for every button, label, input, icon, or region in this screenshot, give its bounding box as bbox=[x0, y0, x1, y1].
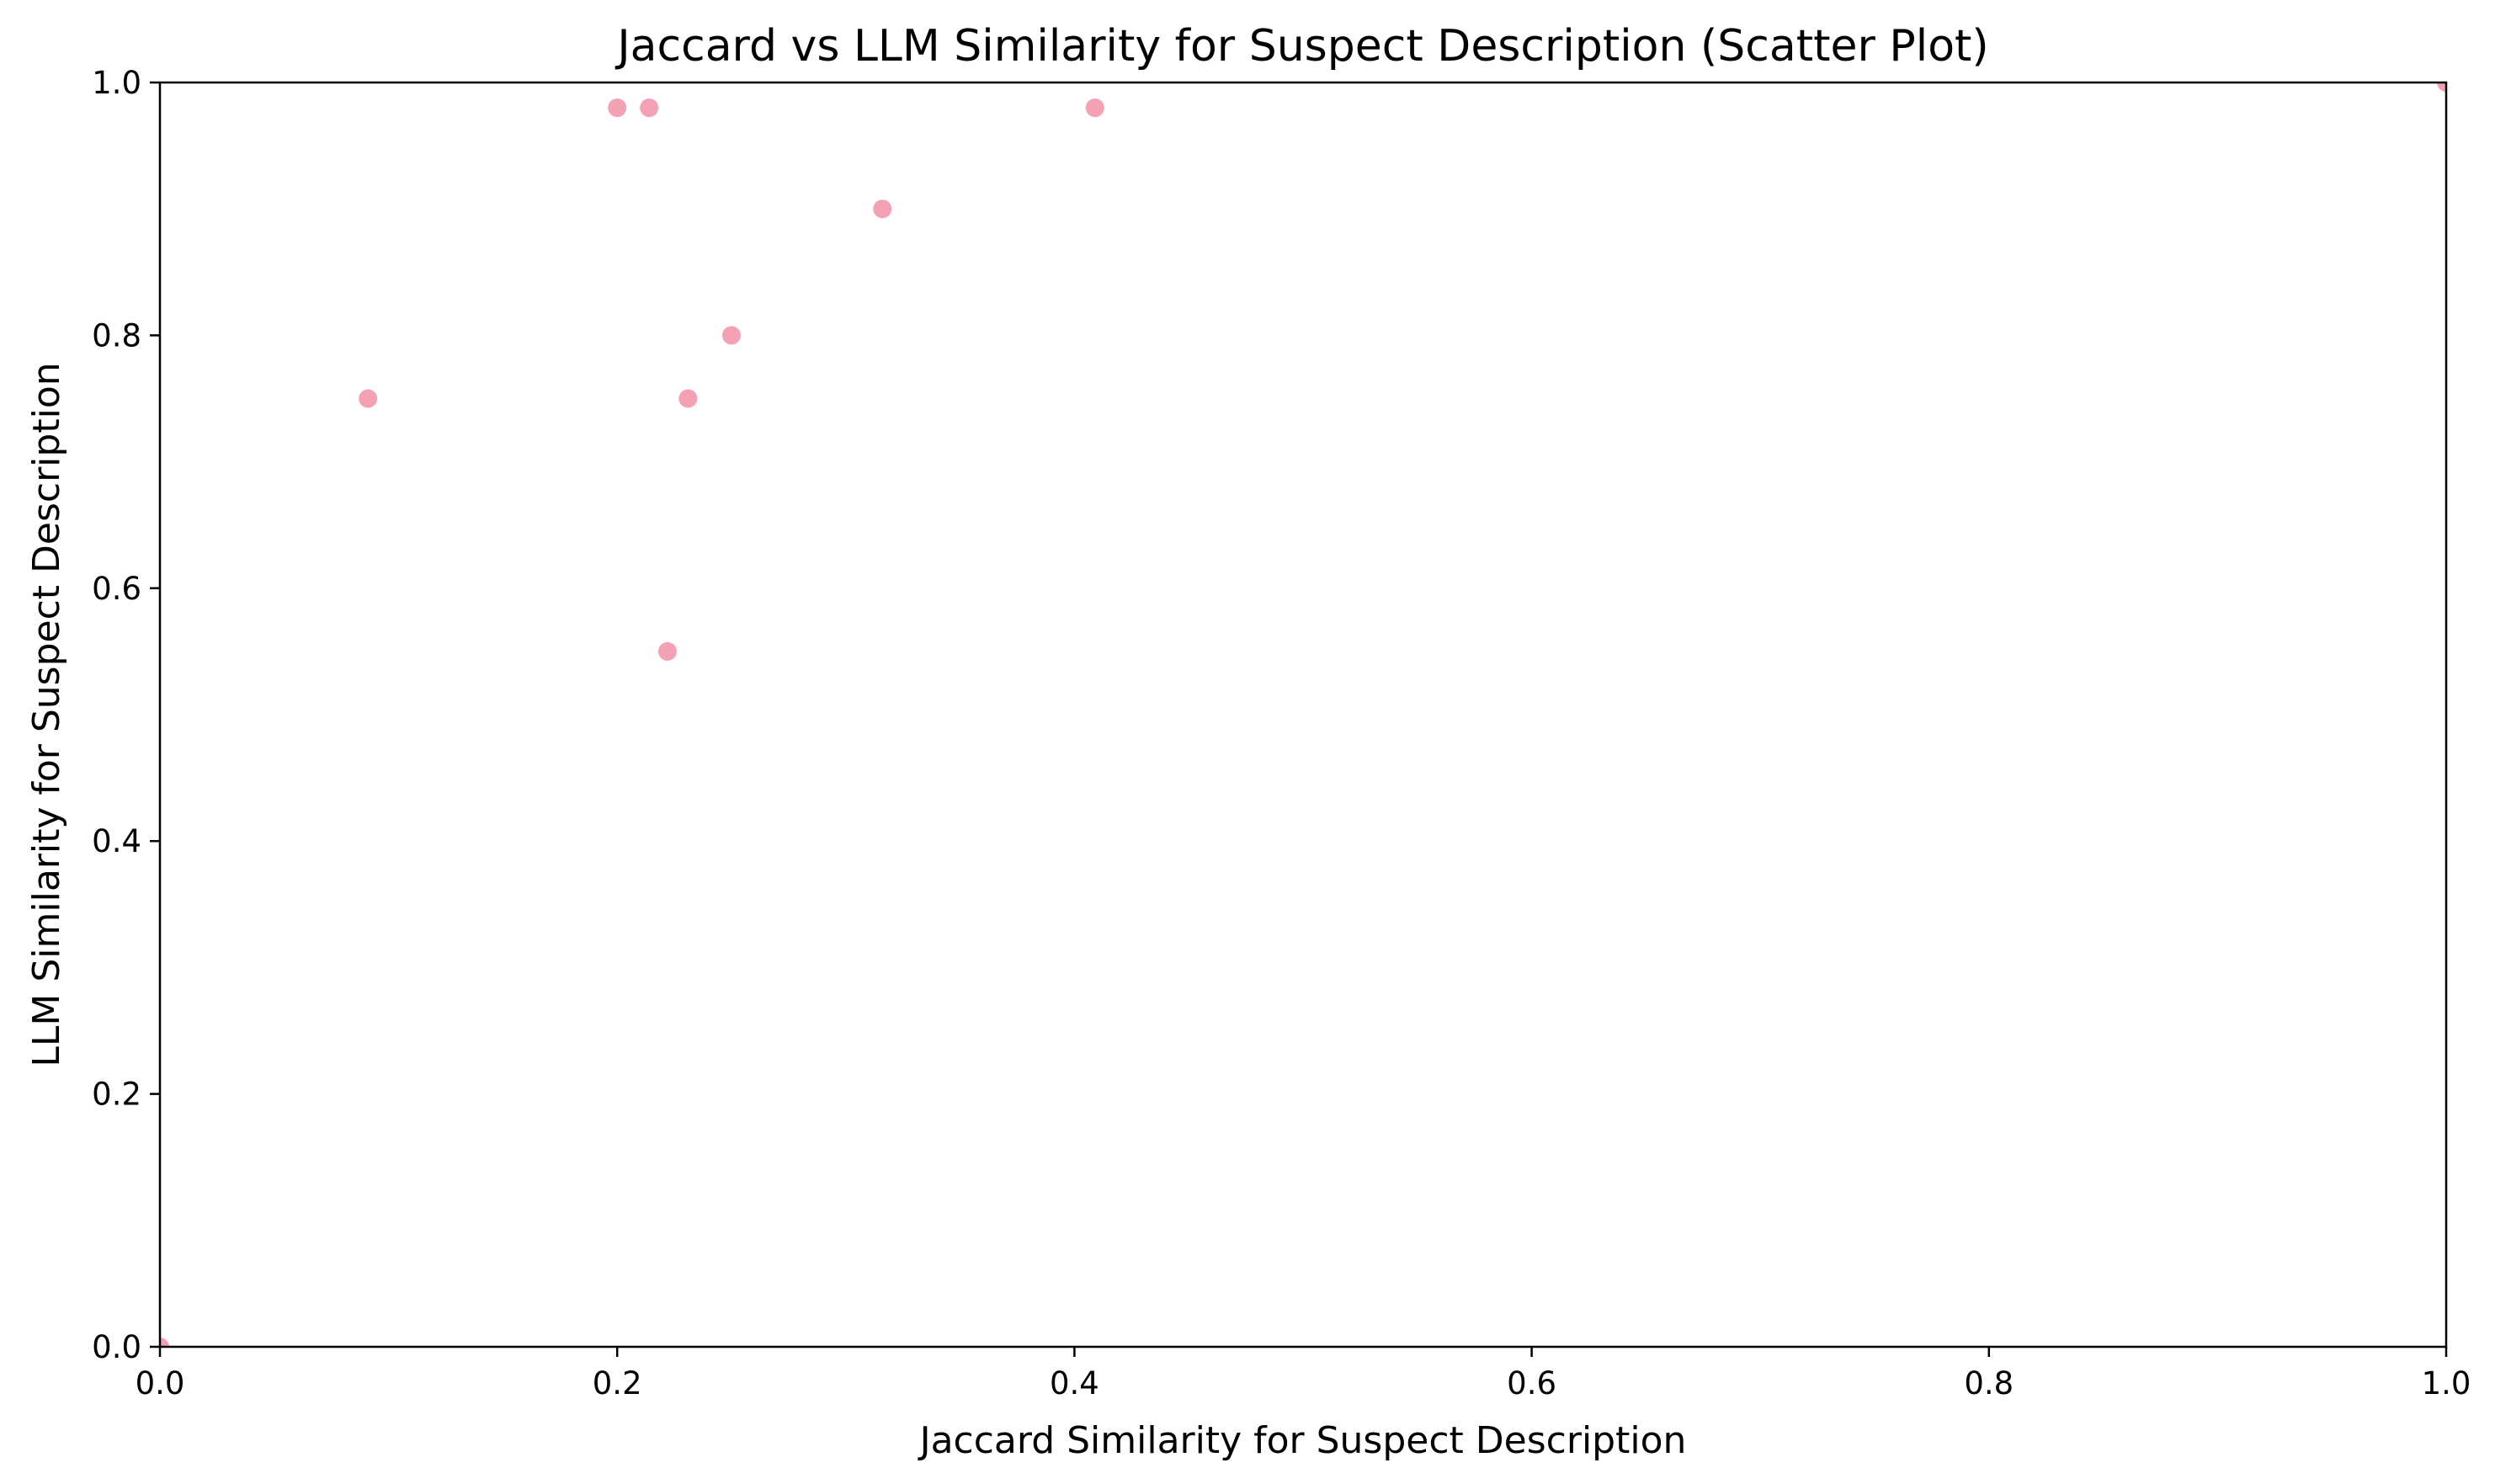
scatter-point-8 bbox=[1085, 98, 1104, 118]
chart-title: Jaccard vs LLM Similarity for Suspect De… bbox=[614, 21, 1988, 72]
y-axis-label: LLM Similarity for Suspect Description bbox=[25, 362, 68, 1066]
points-layer bbox=[160, 82, 2446, 1347]
y-tick-label: 1.0 bbox=[92, 65, 141, 101]
y-tick-label: 0.4 bbox=[92, 823, 141, 859]
x-tick-label: 0.8 bbox=[1964, 1365, 2014, 1402]
scatter-point-2 bbox=[608, 98, 627, 118]
x-axis: 0.0 0.2 0.4 0.6 0.8 1.0 bbox=[136, 1347, 2471, 1402]
scatter-point-9 bbox=[2437, 82, 2446, 92]
y-tick-label: 0.6 bbox=[92, 571, 141, 607]
y-tick-label: 0.8 bbox=[92, 317, 141, 354]
scatter-point-1 bbox=[359, 389, 378, 408]
x-axis-label: Jaccard Similarity for Suspect Descripti… bbox=[918, 1419, 1687, 1462]
scatter-point-6 bbox=[722, 326, 741, 345]
scatter-point-4 bbox=[657, 641, 677, 661]
x-tick-label: 0.0 bbox=[136, 1365, 185, 1402]
scatter-point-3 bbox=[640, 98, 659, 118]
plot-frame bbox=[158, 81, 2448, 1348]
x-tick-label: 0.6 bbox=[1507, 1365, 1556, 1402]
x-tick-label: 1.0 bbox=[2422, 1365, 2471, 1402]
scatter-point-7 bbox=[873, 199, 892, 219]
x-tick-label: 0.4 bbox=[1050, 1365, 1099, 1402]
y-axis: 0.0 0.2 0.4 0.6 0.8 1.0 bbox=[92, 65, 160, 1365]
scatter-point-0 bbox=[160, 1338, 169, 1347]
y-tick-label: 0.2 bbox=[92, 1077, 141, 1113]
x-tick-label: 0.2 bbox=[593, 1365, 642, 1402]
scatter-point-5 bbox=[678, 389, 698, 408]
y-tick-label: 0.0 bbox=[92, 1329, 141, 1365]
